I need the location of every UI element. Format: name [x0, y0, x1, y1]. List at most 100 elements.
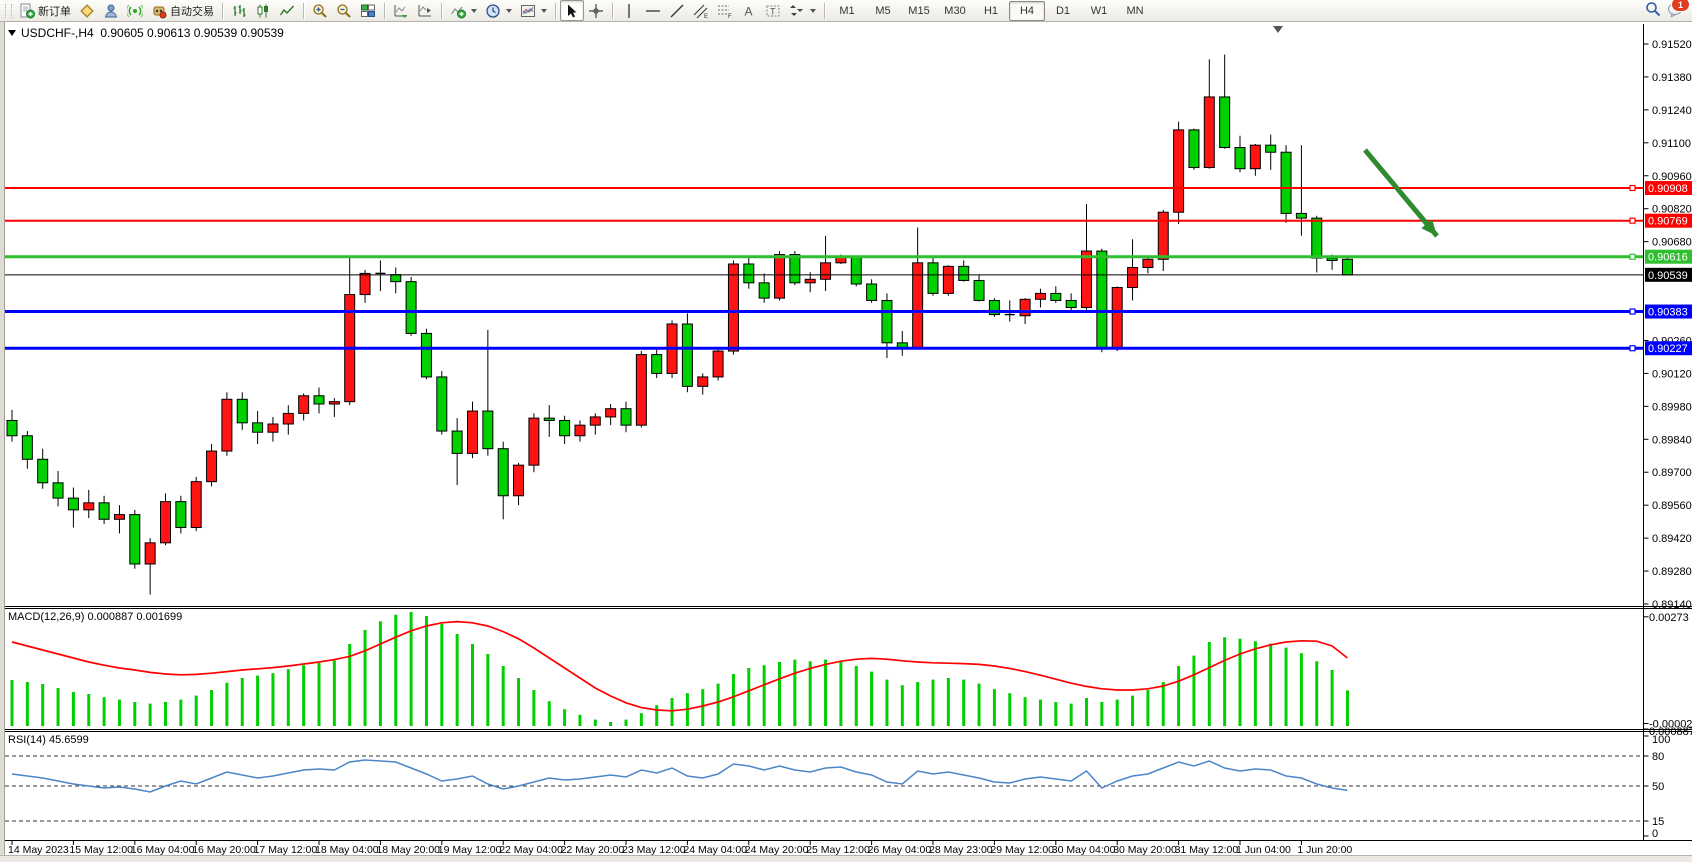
- candle-body-bull: [635, 354, 647, 426]
- candle-body-bull: [206, 450, 218, 483]
- candle-body-bear: [1188, 129, 1200, 169]
- trendline-tool-button[interactable]: [665, 0, 689, 21]
- autotrading-button[interactable]: 自动交易: [147, 0, 218, 21]
- price-tick-label: 0.89700: [1652, 467, 1692, 479]
- toolbar-grip[interactable]: [5, 3, 12, 18]
- annotation-arrow-shaft[interactable]: [1363, 148, 1439, 238]
- candle-body-bear: [1234, 147, 1246, 170]
- horizontal-line-tool-button[interactable]: [641, 0, 665, 21]
- rsi-tick-label: 0: [1652, 828, 1658, 840]
- timeframe-button-h4[interactable]: H4: [1009, 0, 1045, 21]
- candle-body-bear: [973, 279, 985, 301]
- annotation-arrow-head[interactable]: [1421, 219, 1437, 236]
- time-tick-label: 18 May 20:00: [376, 844, 440, 856]
- main-toolbar: 新订单 自动交易: [0, 0, 1692, 22]
- text-tool-button[interactable]: A: [737, 0, 761, 21]
- price-badge-value: 0.90769: [1648, 216, 1688, 228]
- signals-button[interactable]: [123, 0, 147, 21]
- chart-shift-button[interactable]: [413, 0, 437, 21]
- candle-body-bear: [1265, 144, 1277, 153]
- candle-body-bull: [282, 412, 294, 425]
- templates-button[interactable]: [516, 0, 551, 21]
- text-label-icon: T: [765, 3, 781, 19]
- level-handle-resistance-1[interactable]: [1629, 184, 1636, 192]
- timeframe-button-w1[interactable]: W1: [1090, 4, 1108, 17]
- level-handle-green-level[interactable]: [1629, 253, 1636, 260]
- price-tick-label: 0.90820: [1652, 204, 1692, 216]
- rsi-line: [11, 759, 1348, 793]
- time-tick-label: 16 May 20:00: [192, 844, 256, 856]
- time-tick-label: 22 May 04:00: [499, 844, 563, 856]
- new-order-button[interactable]: 新订单: [15, 0, 75, 21]
- rsi-tick-label: 80: [1652, 751, 1664, 763]
- one-click-expand-icon[interactable]: [8, 30, 16, 36]
- zoom-in-button[interactable]: [308, 0, 332, 21]
- arrows-dropdown-caret[interactable]: [810, 8, 816, 13]
- vertical-line-tool-button[interactable]: [617, 0, 641, 21]
- candle-body-bull: [144, 542, 156, 565]
- fibonacci-tool-button[interactable]: F: [713, 0, 737, 21]
- candle-body-bear: [313, 395, 325, 405]
- periods-dropdown-caret[interactable]: [506, 8, 512, 13]
- candle-body-bear: [405, 281, 417, 334]
- search-icon[interactable]: [1645, 1, 1661, 20]
- candle-body-bear: [436, 376, 448, 432]
- timeframe-button-mn[interactable]: MN: [1126, 4, 1144, 17]
- templates-dropdown-caret[interactable]: [541, 8, 547, 13]
- tile-windows-button[interactable]: [356, 0, 380, 21]
- price-badge: [1645, 341, 1692, 356]
- candle-body-bull: [942, 265, 954, 294]
- community-button[interactable]: [99, 0, 123, 21]
- arrows-tool-button[interactable]: [785, 0, 820, 21]
- time-tick-label: 14 May 2023: [8, 844, 69, 856]
- price-badge-value: 0.90539: [1648, 270, 1688, 282]
- clock-icon: [485, 3, 501, 19]
- candle-body-bear: [451, 430, 463, 454]
- timeframe-button-m30[interactable]: M30: [944, 4, 966, 17]
- timeframe-button-h1[interactable]: H1: [983, 4, 999, 17]
- text-icon: A: [741, 3, 757, 19]
- candle-body-bull: [83, 502, 95, 511]
- cursor-tool-button[interactable]: [560, 0, 584, 21]
- equidistant-channel-icon: E: [693, 3, 709, 19]
- svg-text:A: A: [745, 4, 753, 18]
- candle-body-bear: [6, 419, 18, 437]
- candlestick-mode-button[interactable]: [251, 0, 275, 21]
- periods-button[interactable]: [481, 0, 516, 21]
- level-handle-support-2[interactable]: [1629, 345, 1636, 352]
- crosshair-tool-button[interactable]: [584, 0, 608, 21]
- timeframe-button-m1[interactable]: M1: [839, 4, 855, 17]
- channel-tool-button[interactable]: E: [689, 0, 713, 21]
- price-badge: [1645, 267, 1692, 282]
- text-label-tool-button[interactable]: T: [761, 0, 785, 21]
- time-tick-label: 24 May 20:00: [745, 844, 809, 856]
- indicators-button[interactable]: [446, 0, 481, 21]
- candle-body-bear: [1295, 212, 1307, 219]
- time-tick-label: 26 May 04:00: [868, 844, 932, 856]
- candle-body-bear: [559, 419, 571, 437]
- window-left-edge: [0, 22, 5, 856]
- zoom-out-button[interactable]: [332, 0, 356, 21]
- auto-scroll-button[interactable]: [389, 0, 413, 21]
- level-handle-support-1[interactable]: [1629, 308, 1636, 315]
- line-chart-mode-button[interactable]: [275, 0, 299, 21]
- indicators-dropdown-caret[interactable]: [471, 8, 477, 13]
- status-bar: [0, 855, 1692, 862]
- chat-button[interactable]: 1: [1667, 0, 1690, 20]
- candle-body-bear: [1311, 217, 1323, 259]
- timeframe-button-m5[interactable]: M5: [875, 4, 891, 17]
- candle-body-bear: [850, 256, 862, 285]
- candle-body-bear: [252, 422, 264, 433]
- time-tick-label: 31 May 12:00: [1175, 844, 1239, 856]
- bar-chart-mode-button[interactable]: [227, 0, 251, 21]
- timeframe-button-m15[interactable]: M15: [908, 4, 930, 17]
- chart-shift-marker[interactable]: [1273, 26, 1283, 33]
- timeframe-button-d1[interactable]: D1: [1055, 4, 1071, 17]
- price-tick-label: 0.91380: [1652, 72, 1692, 84]
- candle-body-bear: [1065, 299, 1077, 309]
- candle-body-bull: [1157, 211, 1169, 260]
- market-depth-button[interactable]: [75, 0, 99, 21]
- level-handle-resistance-2[interactable]: [1629, 217, 1636, 224]
- chart-background[interactable]: [0, 22, 1692, 856]
